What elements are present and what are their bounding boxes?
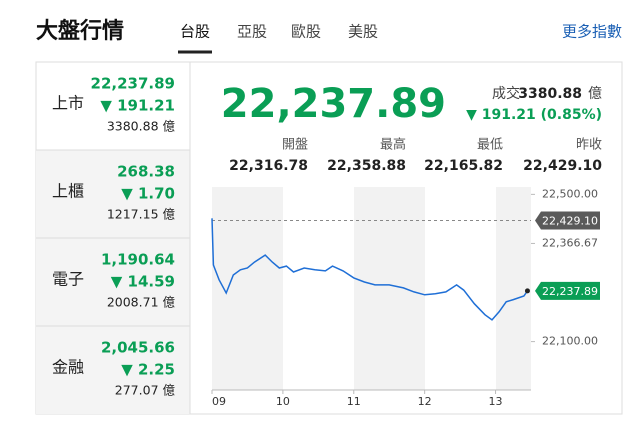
hour-band [496, 187, 531, 390]
x-tick-label: 09 [212, 395, 226, 408]
index-change: ▼ 14.59 [111, 273, 175, 291]
x-tick-label: 10 [276, 395, 290, 408]
big-price: 22,237.89 [221, 81, 446, 127]
last-label: 22,237.89 [542, 285, 598, 298]
hour-band [212, 187, 283, 390]
index-price: 268.38 [117, 163, 175, 181]
volume-label: 成交 [492, 85, 520, 102]
page-title: 大盤行情 [36, 18, 124, 44]
index-volume: 3380.88 億 [107, 119, 176, 134]
last-point [524, 288, 530, 294]
index-price: 22,237.89 [91, 75, 175, 93]
y-tick-label: 22,366.67 [542, 236, 598, 249]
quote-change: ▼ 191.21 (0.85%) [466, 107, 602, 123]
index-change: ▼ 1.70 [121, 185, 175, 203]
index-name[interactable]: 金融 [52, 358, 84, 377]
more-link[interactable]: 更多指數 [562, 23, 622, 41]
y-tick-label: 22,100.00 [542, 335, 598, 348]
stat-label: 開盤 [282, 138, 308, 153]
index-price: 1,190.64 [101, 251, 175, 269]
stat-value: 22,358.88 [327, 158, 406, 174]
tab[interactable]: 台股 [180, 23, 210, 41]
index-change: ▼ 191.21 [100, 97, 175, 115]
stat-label: 昨收 [576, 138, 602, 153]
stat-value: 22,316.78 [229, 158, 308, 174]
index-name[interactable]: 上市 [52, 94, 84, 113]
reference-tag [535, 211, 600, 230]
stat-label: 最低 [477, 138, 503, 153]
index-volume: 2008.71 億 [107, 295, 176, 310]
y-tick-label: 22,500.00 [542, 187, 598, 200]
price-line [211, 218, 529, 321]
x-tick-label: 12 [418, 395, 432, 408]
tab[interactable]: 亞股 [237, 23, 267, 41]
index-change: ▼ 2.25 [121, 361, 175, 379]
index-volume: 1217.15 億 [107, 207, 176, 222]
volume: 3380.88 [518, 86, 582, 102]
index-volume: 277.07 億 [115, 383, 176, 398]
index-price: 2,045.66 [101, 339, 175, 357]
stat-label: 最高 [380, 137, 406, 153]
volume-unit: 億 [588, 86, 602, 102]
stat-value: 22,429.10 [523, 158, 602, 174]
stat-value: 22,165.82 [424, 158, 503, 174]
x-tick-label: 13 [489, 395, 503, 408]
tab[interactable]: 美股 [348, 23, 378, 41]
reference-label: 22,429.10 [542, 214, 598, 227]
last-tag [535, 281, 600, 300]
index-name[interactable]: 上櫃 [52, 182, 84, 201]
x-tick-label: 11 [347, 395, 361, 408]
index-name[interactable]: 電子 [52, 270, 84, 289]
hour-band [354, 187, 425, 390]
tab[interactable]: 歐股 [291, 23, 321, 41]
side-bg [36, 150, 190, 414]
